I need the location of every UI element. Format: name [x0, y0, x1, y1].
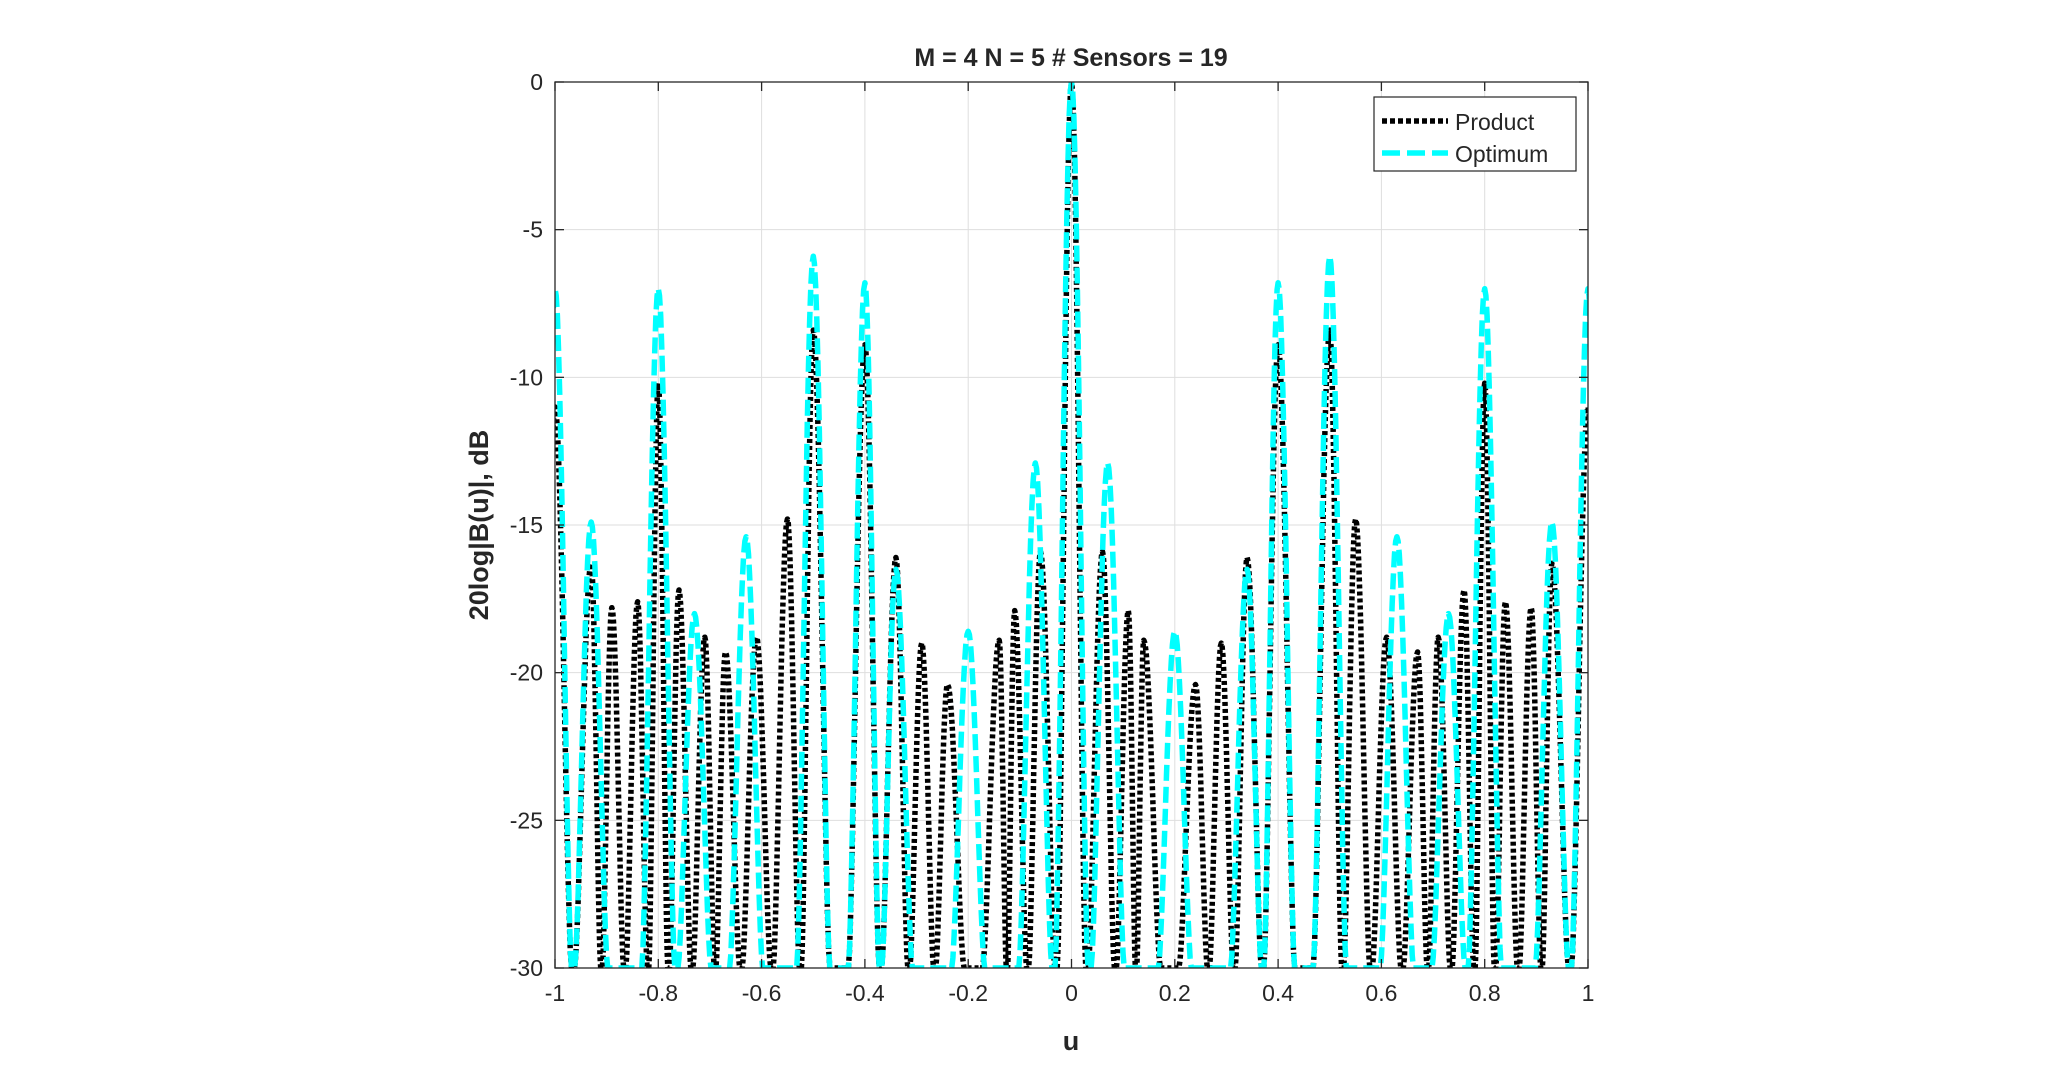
y-tick-label: -25 — [510, 807, 543, 833]
series-layer — [555, 82, 1588, 968]
x-tick-label: 0.2 — [1159, 980, 1191, 1006]
y-tick-label: -20 — [510, 660, 543, 686]
x-tick-label: -0.2 — [948, 980, 988, 1006]
x-tick-label: 0.8 — [1469, 980, 1501, 1006]
y-tick-label: -5 — [523, 217, 543, 243]
legend-label-product: Product — [1455, 109, 1535, 135]
y-axis-label: 20log|B(u)|, dB — [464, 430, 494, 621]
axis-ticks: -1 -0.8 -0.6 -0.4 -0.2 0 0.2 0.4 0.6 0.8 1 0 -5 -10 -1… — [510, 69, 1595, 1006]
series-line-product — [555, 82, 1588, 968]
x-tick-label: -0.8 — [638, 980, 678, 1006]
x-tick-label: -0.4 — [845, 980, 885, 1006]
x-tick-label: -0.6 — [742, 980, 782, 1006]
legend-box — [1373, 96, 1577, 172]
x-tick-label: 0.6 — [1365, 980, 1397, 1006]
y-tick-label: -15 — [510, 512, 543, 538]
x-axis-label: u — [1063, 1026, 1080, 1056]
legend-label-optimum: Optimum — [1455, 141, 1548, 167]
x-tick-label: -1 — [545, 980, 565, 1006]
x-tick-label: 1 — [1582, 980, 1595, 1006]
y-tick-label: 0 — [530, 69, 543, 95]
y-tick-label: -30 — [510, 955, 543, 981]
legend: Product Optimum — [1373, 96, 1577, 172]
x-tick-label: 0.4 — [1262, 980, 1294, 1006]
series-line-optimum — [555, 82, 1588, 968]
chart-title: M = 4 N = 5 # Sensors = 19 — [914, 44, 1227, 72]
y-tick-label: -10 — [510, 364, 543, 390]
x-tick-label: 0 — [1065, 980, 1078, 1006]
